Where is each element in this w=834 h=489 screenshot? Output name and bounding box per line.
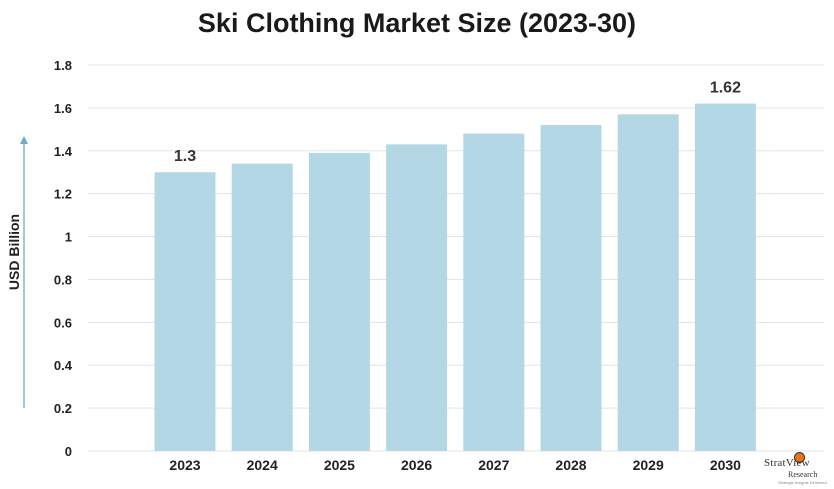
x-tick-label: 2025	[324, 457, 355, 473]
logo-ball-icon	[794, 452, 805, 463]
x-tick-label: 2023	[169, 457, 200, 473]
y-tick-label: 1.2	[54, 187, 72, 202]
y-tick-label: 0	[65, 444, 72, 459]
bar	[617, 114, 679, 452]
y-tick-label: 1	[65, 230, 72, 245]
bar	[694, 103, 756, 451]
x-tick-label: 2026	[401, 457, 432, 473]
logo-tagline: Strategic Insights Delivered	[778, 480, 827, 485]
bar	[231, 163, 293, 451]
y-tick-label: 0.8	[54, 272, 72, 287]
x-tick-label: 2024	[247, 457, 278, 473]
y-axis-label: USD Billion	[6, 214, 22, 290]
logo-brand: StratView	[764, 457, 810, 469]
y-axis-arrow-icon	[20, 136, 28, 144]
y-tick-label: 0.4	[54, 358, 73, 373]
chart-title: Ski Clothing Market Size (2023-30)	[197, 8, 637, 38]
x-tick-label: 2027	[478, 457, 509, 473]
y-tick-label: 1.6	[54, 101, 72, 116]
data-label: 1.62	[710, 80, 741, 97]
bar	[308, 152, 370, 451]
y-tick-label: 0.6	[54, 315, 72, 330]
y-tick-label: 1.4	[54, 144, 73, 159]
x-tick-label: 2028	[555, 457, 586, 473]
bar	[463, 133, 525, 451]
bar	[540, 125, 602, 452]
data-label: 1.3	[174, 148, 196, 165]
x-tick-label: 2029	[633, 457, 664, 473]
logo-sub: Research	[788, 470, 818, 479]
bar	[386, 144, 448, 451]
bar	[154, 172, 216, 451]
stratview-logo: StratView Research Strategic Insights De…	[764, 452, 828, 487]
y-tick-label: 0.2	[54, 401, 72, 416]
x-tick-label: 2030	[710, 457, 741, 473]
y-tick-label: 1.8	[54, 58, 72, 73]
